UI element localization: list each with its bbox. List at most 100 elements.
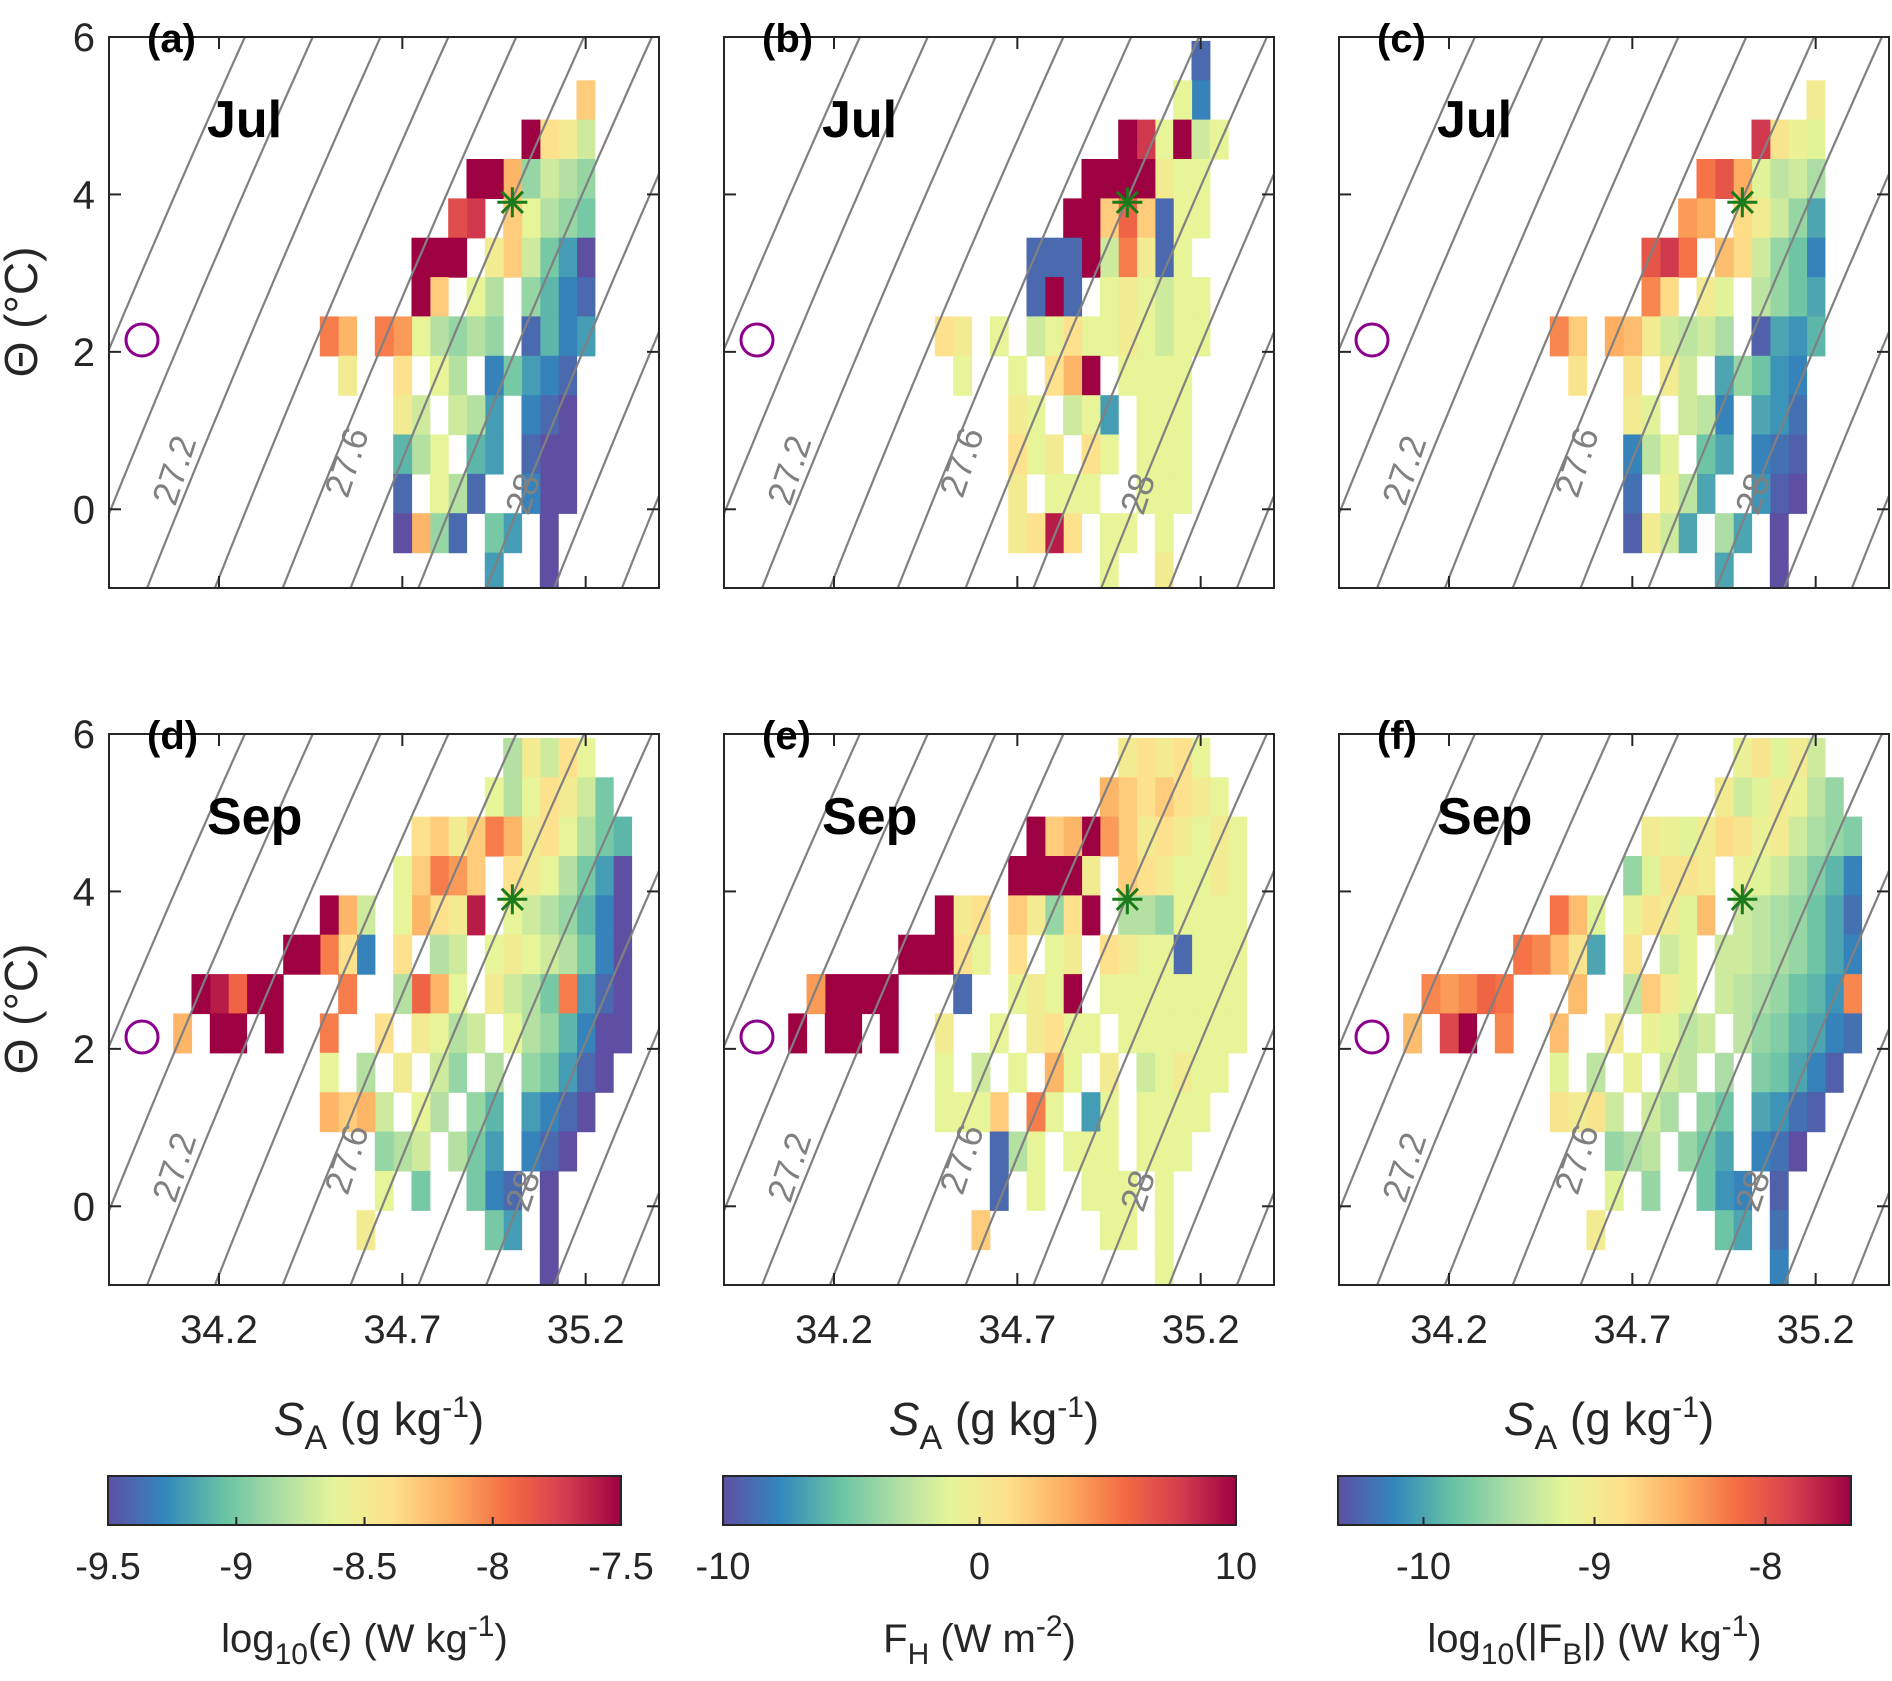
heatmap-cell — [1586, 1210, 1606, 1251]
heatmap-cell — [1696, 1013, 1716, 1054]
heatmap-cell — [1751, 816, 1771, 857]
heatmap-cell — [1769, 895, 1789, 936]
heatmap-cell — [356, 934, 376, 975]
heatmap-cell — [1044, 473, 1064, 514]
heatmap-cell — [393, 856, 413, 896]
colorbar-tick-label: 0 — [969, 1546, 990, 1588]
heatmap-cell — [1604, 1170, 1624, 1211]
heatmap-cell — [228, 1013, 248, 1054]
heatmap-cell — [1173, 737, 1193, 778]
heatmap-cell — [1026, 513, 1046, 554]
heatmap-cell — [448, 974, 468, 1015]
heatmap-cell — [1191, 119, 1211, 160]
heatmap-cell — [1714, 395, 1734, 436]
heatmap-cell — [594, 934, 614, 975]
heatmap-cell — [1714, 513, 1734, 554]
heatmap-cell — [1209, 1052, 1229, 1093]
heatmap-cell — [283, 934, 303, 975]
heatmap-cell — [411, 277, 431, 318]
heatmap-cell — [1191, 737, 1211, 778]
heatmap-cell — [429, 974, 449, 1015]
colorbar-title-part: 10 — [1481, 1638, 1514, 1671]
colorbar-title-part: ) — [1748, 1617, 1761, 1661]
heatmap-cell — [429, 1092, 449, 1133]
heatmap-cell — [374, 1170, 394, 1211]
heatmap-cell — [1769, 777, 1789, 818]
heatmap-cell — [448, 355, 468, 396]
heatmap-cell — [558, 934, 578, 975]
heatmap-cell — [1008, 355, 1028, 396]
heatmap-cell — [503, 1013, 523, 1054]
heatmap-cell — [1696, 856, 1716, 896]
heatmap-cell — [1191, 159, 1211, 199]
colorbar-tick-label: -9 — [1578, 1546, 1612, 1588]
star-marker — [500, 887, 524, 911]
colorbar-tick-label: -10 — [1396, 1546, 1451, 1588]
heatmap-cell — [539, 934, 559, 975]
colorbar-tick-label: -9.5 — [75, 1546, 140, 1588]
heatmap-cell — [1696, 316, 1716, 357]
heatmap-cell — [1824, 856, 1844, 896]
heatmap-cell — [448, 198, 468, 239]
heatmap-cell — [934, 1092, 954, 1133]
heatmap-cell — [1081, 316, 1101, 357]
isopycnal-line — [349, 37, 586, 588]
heatmap-cell — [934, 1052, 954, 1093]
isopycnal-line — [724, 734, 929, 1214]
heatmap-cell — [1154, 395, 1174, 436]
heatmap-cell — [1081, 1013, 1101, 1054]
heatmap-cell — [989, 1092, 1009, 1133]
plot-area — [1339, 37, 1889, 588]
heatmap-cell — [1118, 1210, 1138, 1251]
heatmap-cell — [953, 895, 973, 936]
heatmap-cell — [1788, 974, 1808, 1015]
heatmap-cell — [1678, 316, 1698, 357]
heatmap-cell — [466, 277, 486, 318]
isopycnal-line — [1715, 868, 1889, 1285]
heatmap-cell — [393, 895, 413, 936]
heatmap-cell — [1788, 395, 1808, 436]
isopycnal-line — [349, 734, 586, 1285]
heatmap-cell — [319, 1052, 339, 1093]
heatmap-cell — [448, 934, 468, 975]
heatmap-cell — [1788, 1092, 1808, 1133]
heatmap-cell — [1136, 1052, 1156, 1093]
heatmap-cell — [1623, 934, 1643, 975]
heatmap-cell — [1173, 1052, 1193, 1093]
heatmap-cell — [1191, 974, 1211, 1015]
heatmap-cell — [1173, 1013, 1193, 1054]
heatmap-cell — [1659, 856, 1679, 896]
heatmap-cell — [1154, 816, 1174, 857]
isopycnal-line — [1850, 1189, 1889, 1285]
heatmap-cell — [1806, 816, 1826, 857]
heatmap-cell — [613, 816, 633, 857]
heatmap-cell — [898, 934, 918, 975]
heatmap-cell — [1549, 316, 1569, 357]
heatmap-cell — [1026, 1131, 1046, 1172]
heatmap-cell — [429, 237, 449, 278]
heatmap-cell — [539, 856, 559, 896]
isopycnal-line — [1647, 37, 1884, 588]
heatmap-cell — [1714, 1131, 1734, 1172]
heatmap-cell — [503, 237, 523, 278]
x-tick-label: 35.2 — [547, 1308, 625, 1352]
panel-b: 27.2 27.6 28(b)Jul — [723, 17, 1275, 589]
heatmap-cell — [448, 1131, 468, 1172]
heatmap-cell — [1641, 277, 1661, 318]
heatmap-cell — [953, 355, 973, 396]
heatmap-cell — [1568, 974, 1588, 1015]
heatmap-cell — [1173, 316, 1193, 357]
isopycnal-line — [1850, 492, 1889, 588]
heatmap-cell — [1209, 119, 1229, 160]
heatmap-cell — [1026, 856, 1046, 896]
heatmap-cell — [1136, 934, 1156, 975]
heatmap-cell — [1623, 316, 1643, 357]
heatmap-cell — [411, 316, 431, 357]
heatmap-cell — [1769, 316, 1789, 357]
heatmap-cell — [503, 1170, 523, 1211]
x-tick-label: 35.2 — [1162, 1308, 1240, 1352]
month-label: Jul — [207, 91, 282, 149]
heatmap-cell — [1824, 934, 1844, 975]
heatmap-cell — [1118, 513, 1138, 554]
